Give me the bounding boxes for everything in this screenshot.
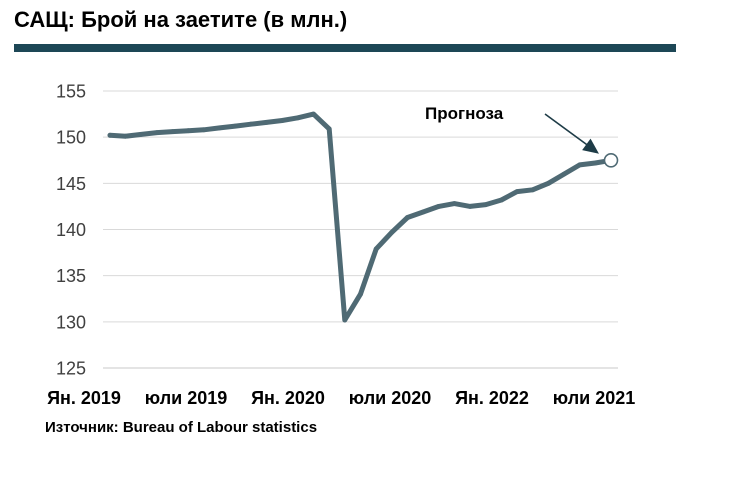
x-tick-label: Ян. 2019 bbox=[47, 388, 121, 408]
data-point bbox=[279, 118, 285, 123]
data-point bbox=[123, 133, 129, 139]
data-point bbox=[185, 128, 191, 134]
y-tick-label: 145 bbox=[56, 174, 86, 194]
data-point bbox=[154, 130, 160, 136]
data-point bbox=[420, 209, 426, 215]
chart-title: САЩ: Брой на заетите (в млн.) bbox=[14, 7, 348, 32]
data-point bbox=[138, 132, 144, 137]
data-point bbox=[405, 215, 410, 220]
data-point bbox=[232, 123, 238, 129]
series-line bbox=[107, 111, 614, 323]
data-point bbox=[170, 129, 176, 135]
data-point bbox=[389, 229, 395, 235]
data-point bbox=[546, 180, 551, 186]
data-point bbox=[217, 125, 223, 131]
data-point bbox=[358, 291, 363, 297]
x-tick-label: юли 2020 bbox=[349, 388, 431, 408]
y-axis: 125 130 135 140 145 150 155 bbox=[56, 82, 86, 379]
data-point bbox=[373, 246, 379, 252]
y-tick-label: 155 bbox=[56, 82, 86, 102]
data-point bbox=[201, 127, 207, 133]
y-tick-label: 125 bbox=[56, 359, 86, 379]
data-point bbox=[467, 204, 473, 209]
data-point bbox=[514, 189, 520, 195]
data-points bbox=[107, 111, 614, 323]
source-note: Източник: Bureau of Labour statistics bbox=[45, 419, 318, 436]
data-point bbox=[530, 187, 536, 193]
y-tick-label: 140 bbox=[56, 220, 86, 240]
data-point bbox=[483, 202, 489, 208]
data-point bbox=[107, 132, 113, 138]
data-point bbox=[311, 111, 316, 117]
forecast-point-marker bbox=[603, 153, 619, 168]
data-point bbox=[436, 204, 442, 209]
x-tick-label: юли 2021 bbox=[553, 388, 635, 408]
forecast-arrow-shaft bbox=[544, 113, 589, 147]
x-tick-label: Ян. 2020 bbox=[251, 388, 325, 408]
data-point bbox=[499, 197, 504, 203]
forecast-arrow-head bbox=[582, 138, 599, 154]
data-point bbox=[264, 120, 269, 125]
data-point bbox=[452, 201, 457, 207]
data-point bbox=[295, 115, 301, 121]
forecast-arrow bbox=[544, 113, 599, 154]
data-point bbox=[577, 162, 583, 168]
data-point bbox=[326, 126, 332, 132]
header-bar bbox=[14, 44, 676, 52]
y-tick-label: 150 bbox=[56, 128, 86, 148]
y-tick-label: 135 bbox=[56, 266, 86, 286]
x-axis: Ян. 2019 юли 2019 Ян. 2020 юли 2020 Ян. 2022… bbox=[47, 388, 635, 408]
gridlines bbox=[103, 90, 618, 369]
data-point bbox=[561, 171, 567, 177]
x-tick-label: Ян. 2022 bbox=[455, 388, 529, 408]
data-point bbox=[248, 121, 254, 127]
data-point bbox=[342, 317, 348, 323]
data-point bbox=[592, 160, 598, 166]
forecast-label: Прогноза bbox=[425, 104, 504, 123]
x-tick-label: юли 2019 bbox=[145, 388, 227, 408]
y-tick-label: 130 bbox=[56, 312, 86, 332]
